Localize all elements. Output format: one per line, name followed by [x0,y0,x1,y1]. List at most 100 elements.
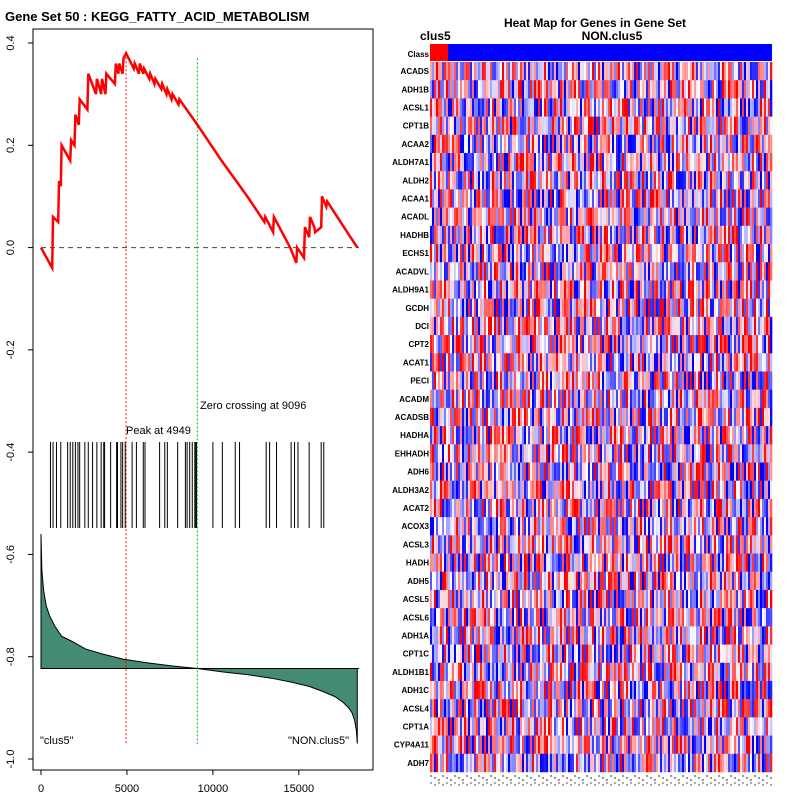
heatmap-cell [672,153,675,172]
heatmap-cell [620,553,623,572]
heatmap-cell [436,407,439,427]
heatmap-cell [536,280,539,299]
heatmap-cell [500,517,503,536]
heatmap-cell [460,171,463,190]
heatmap-cell [582,298,585,318]
heatmap-cell [458,553,461,572]
heatmap-cell [726,335,729,354]
heatmap-cell [614,153,617,172]
heatmap-cell [680,517,683,536]
heatmap-cell [590,171,593,190]
heatmap-cell [636,480,639,500]
heatmap-cell [450,116,453,136]
heatmap-cell [554,62,557,81]
heatmap-cell [640,189,643,208]
heatmap-cell [716,225,719,245]
heatmap-cell [664,407,667,427]
heatmap-cell [498,517,501,536]
heatmap-cell [430,244,433,263]
heatmap-cell [552,553,555,572]
heatmap-cell [738,189,741,208]
heatmap-cell [496,316,499,336]
heatmap-cell [450,262,453,281]
heatmap-cell [538,371,541,390]
heatmap-cell [640,207,643,227]
heatmap-cell [750,244,753,263]
heatmap-cell [498,444,501,463]
heatmap-cell [658,171,661,190]
heatmap-cell [686,244,689,263]
heatmap-cell [616,80,619,99]
heatmap-cell [466,371,469,390]
heatmap-cell [490,116,493,136]
heatmap-cell [716,407,719,427]
heatmap-cell [576,480,579,500]
heatmap-cell [608,444,611,463]
heatmap-cell [486,225,489,245]
heatmap-cell [520,389,523,409]
heatmap-cell [542,298,545,318]
heatmap-cell [512,134,515,154]
heatmap-cell [612,407,615,427]
heatmap-cell [664,535,667,554]
heatmap-cell [700,80,703,99]
heatmap-cell [702,426,705,445]
heatmap-cell [576,207,579,227]
heatmap-cell [604,298,607,318]
heatmap-cell [554,298,557,318]
heatmap-cell [720,262,723,281]
heatmap-cell [526,389,529,409]
heatmap-cell [770,80,773,99]
heatmap-cell [572,298,575,318]
heatmap-cell [620,498,623,518]
heatmap-cell [764,298,767,318]
heatmap-cell [596,189,599,208]
heatmap-cell [714,244,717,263]
heatmap-cell [716,298,719,318]
heatmap-cell [544,498,547,518]
heatmap-cell [732,371,735,390]
heatmap-cell [612,116,615,136]
heatmap-cell [624,498,627,518]
heatmap-cell [480,207,483,227]
heatmap-cell [662,353,665,372]
heatmap-cell [476,335,479,354]
heatmap-cell [478,153,481,172]
heatmap-cell [712,244,715,263]
heatmap-cell [462,335,465,354]
y-tick-label: -1.0 [5,750,17,769]
heatmap-cell [740,335,743,354]
heatmap-cell [472,553,475,572]
heatmap-cell [432,407,435,427]
heatmap-cell [672,407,675,427]
heatmap-cell [662,298,665,318]
heatmap-cell [438,171,441,190]
heatmap-cell [526,571,529,591]
heatmap-cell [598,171,601,190]
heatmap-cell [512,389,515,409]
heatmap-cell [530,517,533,536]
heatmap-cell [662,171,665,190]
heatmap-cell [456,444,459,463]
heatmap-cell [478,480,481,500]
heatmap-cell [684,225,687,245]
heatmap-cell [698,444,701,463]
heatmap-cell [574,153,577,172]
heatmap-cell [690,498,693,518]
heatmap-cell [518,480,521,500]
heatmap-cell [684,480,687,500]
heatmap-cell [430,535,433,554]
heatmap-cell [684,134,687,154]
heatmap-cell [658,207,661,227]
heatmap-cell [712,225,715,245]
heatmap-cell [758,280,761,299]
heatmap-cell [644,244,647,263]
heatmap-cell [590,407,593,427]
heatmap-cell [570,389,573,409]
heatmap-cell [572,153,575,172]
heatmap-cell [586,426,589,445]
heatmap-cell [616,116,619,136]
heatmap-cell [604,571,607,591]
heatmap-cell [694,480,697,500]
heatmap-cell [742,535,745,554]
